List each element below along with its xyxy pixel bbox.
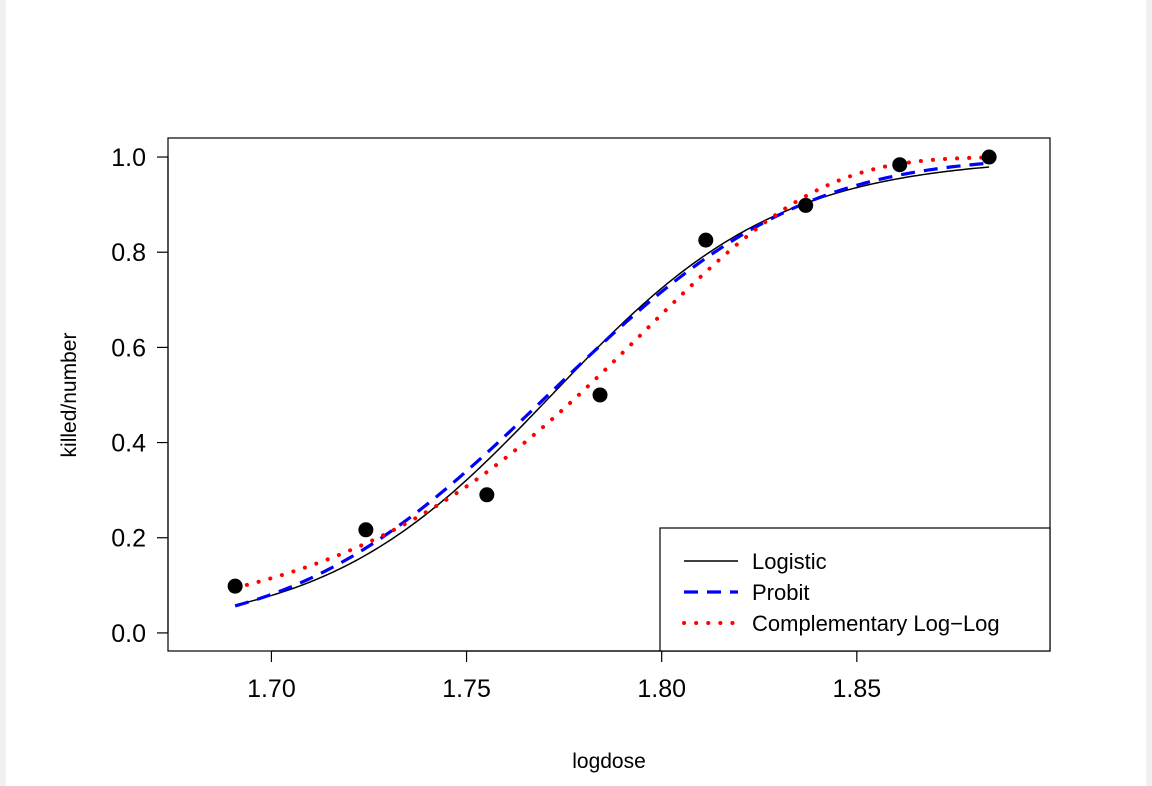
x-axis-label: logdose xyxy=(572,750,646,773)
data-point xyxy=(479,487,495,503)
data-points xyxy=(227,149,997,594)
x-tick-label: 1.85 xyxy=(832,675,881,703)
data-point xyxy=(592,387,608,403)
y-tick-label: 0.8 xyxy=(111,239,146,267)
legend-label: Complementary Log−Log xyxy=(752,611,1000,636)
legend-label: Probit xyxy=(752,580,809,605)
data-point xyxy=(892,157,908,173)
data-point xyxy=(798,197,814,213)
fitted-curves xyxy=(233,155,992,608)
x-tick-label: 1.75 xyxy=(442,675,491,703)
data-point xyxy=(698,232,714,248)
y-axis-label: killed/number xyxy=(58,333,81,458)
x-tick-label: 1.80 xyxy=(637,675,686,703)
y-tick-label: 1.0 xyxy=(111,144,146,172)
chart-frame: 1.70 1.75 1.80 1.85 0.0 0.2 0.4 0.6 0.8 1.0 Logi… xyxy=(6,0,1146,786)
legend-box xyxy=(659,527,1051,652)
y-tick-label: 0.0 xyxy=(111,620,146,648)
y-tick-label: 0.4 xyxy=(111,430,146,458)
legend-label: Logistic xyxy=(752,549,827,574)
data-point xyxy=(981,149,997,165)
curve-cloglog xyxy=(233,155,992,590)
curve-probit xyxy=(234,161,990,608)
y-axis: 0.0 0.2 0.4 0.6 0.8 1.0 xyxy=(111,144,169,648)
data-point xyxy=(358,522,374,538)
chart: 1.70 1.75 1.80 1.85 0.0 0.2 0.4 0.6 0.8 1.0 Logi… xyxy=(58,137,1051,773)
y-tick-label: 0.2 xyxy=(111,525,146,553)
legend: Logistic Probit Complementary Log−Log xyxy=(659,527,1051,652)
x-axis: 1.70 1.75 1.80 1.85 xyxy=(247,650,881,703)
data-point xyxy=(227,578,243,594)
x-tick-label: 1.70 xyxy=(247,675,296,703)
y-tick-label: 0.6 xyxy=(111,334,146,362)
